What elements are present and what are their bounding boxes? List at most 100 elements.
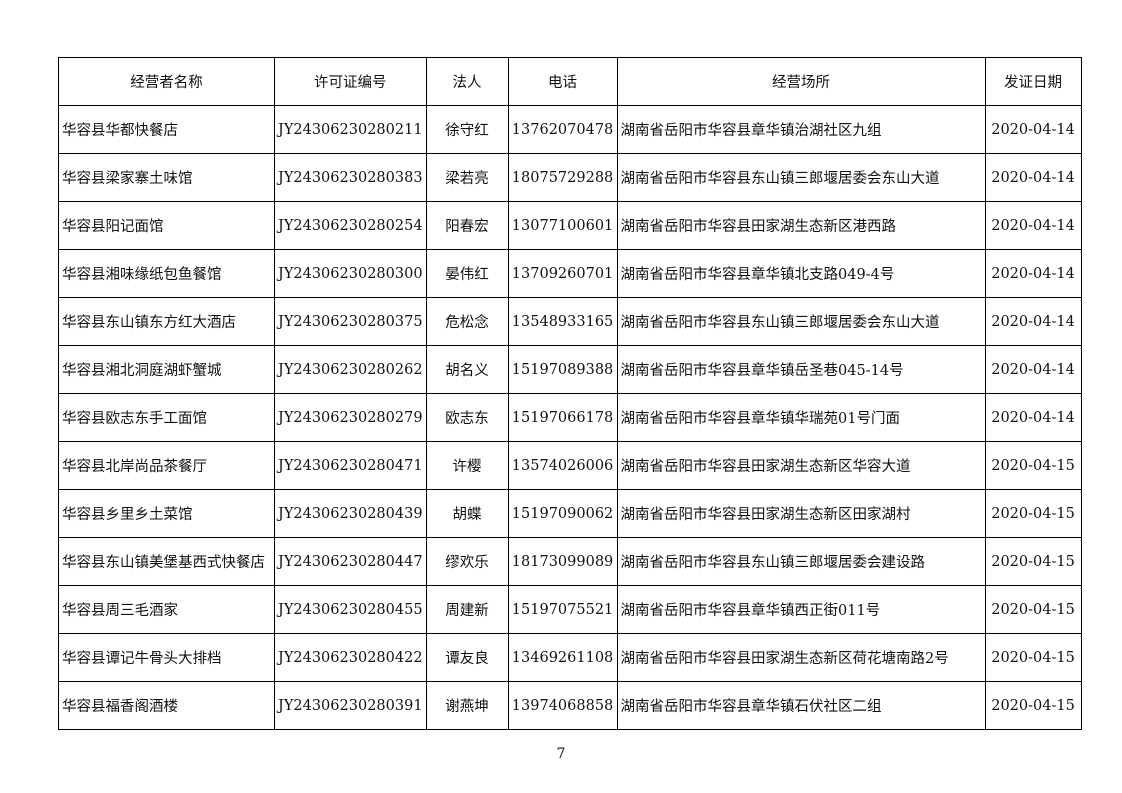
- table-cell: 华容县东山镇美堡基西式快餐店: [58, 537, 275, 586]
- table-row: 华容县谭记牛骨头大排档 JY24306230280422 谭友良 1346926110…: [58, 633, 1082, 682]
- table-cell: 15197090062: [507, 489, 618, 538]
- table-cell: JY24306230280262: [274, 345, 427, 394]
- table-cell: 湖南省岳阳市华容县章华镇岳圣巷045-14号: [616, 345, 986, 394]
- license-table: 经营者名称 许可证编号 法人 电话 经营场所 发证日期 华容县华都快餐店 JY2430623…: [58, 57, 1082, 730]
- table-cell: 湖南省岳阳市华容县章华镇石伏社区二组: [616, 681, 986, 730]
- table-cell: 2020-04-15: [984, 585, 1082, 634]
- table-cell: 华容县梁家寨土味馆: [58, 153, 275, 202]
- table-cell: JY24306230280455: [274, 585, 427, 634]
- table-row: 华容县福香阁酒楼 JY24306230280391 谢燕坤 13974068858 湖南…: [58, 681, 1082, 730]
- table-cell: 18075729288: [507, 153, 618, 202]
- table-cell: 湖南省岳阳市华容县田家湖生态新区田家湖村: [616, 489, 986, 538]
- table-cell: JY24306230280254: [274, 201, 427, 250]
- table-cell: 15197089388: [507, 345, 618, 394]
- table-cell: 湖南省岳阳市华容县田家湖生态新区港西路: [616, 201, 986, 250]
- table-cell: 2020-04-15: [984, 489, 1082, 538]
- table-cell: 梁若亮: [425, 153, 509, 202]
- table-cell: 2020-04-14: [984, 105, 1082, 154]
- table-cell: 18173099089: [507, 537, 618, 586]
- table-cell: 2020-04-15: [984, 633, 1082, 682]
- table-cell: 华容县华都快餐店: [58, 105, 275, 154]
- page-number: 7: [556, 746, 566, 762]
- table-cell: 2020-04-15: [984, 537, 1082, 586]
- table-cell: 湖南省岳阳市华容县田家湖生态新区荷花塘南路2号: [616, 633, 986, 682]
- table-cell: 华容县谭记牛骨头大排档: [58, 633, 275, 682]
- table-cell: 13077100601: [507, 201, 618, 250]
- header-cell: 电话: [507, 57, 618, 106]
- table-cell: 13762070478: [507, 105, 618, 154]
- table-cell: 湖南省岳阳市华容县章华镇华瑞苑01号门面: [616, 393, 986, 442]
- table-cell: 胡蝶: [425, 489, 509, 538]
- table-cell: 华容县湘味缘纸包鱼餐馆: [58, 249, 275, 298]
- header-cell: 经营场所: [616, 57, 986, 106]
- table-cell: 15197066178: [507, 393, 618, 442]
- table-cell: JY24306230280211: [274, 105, 427, 154]
- table-cell: 周建新: [425, 585, 509, 634]
- table-cell: 15197075521: [507, 585, 618, 634]
- table-cell: 华容县东山镇东方红大酒店: [58, 297, 275, 346]
- table-cell: 华容县周三毛酒家: [58, 585, 275, 634]
- table-cell: 华容县阳记面馆: [58, 201, 275, 250]
- table-cell: 晏伟红: [425, 249, 509, 298]
- table-cell: 2020-04-14: [984, 393, 1082, 442]
- table-cell: 许樱: [425, 441, 509, 490]
- table-cell: JY24306230280447: [274, 537, 427, 586]
- table-cell: JY24306230280422: [274, 633, 427, 682]
- table-cell: 湖南省岳阳市华容县东山镇三郎堰居委会东山大道: [616, 297, 986, 346]
- table-cell: 2020-04-15: [984, 441, 1082, 490]
- table-cell: 2020-04-14: [984, 249, 1082, 298]
- table-cell: 缪欢乐: [425, 537, 509, 586]
- table-cell: JY24306230280439: [274, 489, 427, 538]
- table-cell: JY24306230280391: [274, 681, 427, 730]
- table-cell: 2020-04-14: [984, 201, 1082, 250]
- table-cell: 13574026006: [507, 441, 618, 490]
- table-row: 华容县欧志东手工面馆 JY24306230280279 欧志东 15197066178…: [58, 393, 1082, 442]
- table-cell: 危松念: [425, 297, 509, 346]
- table-cell: 华容县北岸尚品茶餐厅: [58, 441, 275, 490]
- header-cell: 经营者名称: [58, 57, 275, 106]
- table-cell: 华容县湘北洞庭湖虾蟹城: [58, 345, 275, 394]
- table-cell: 湖南省岳阳市华容县章华镇北支路049-4号: [616, 249, 986, 298]
- header-cell: 发证日期: [984, 57, 1082, 106]
- table-row: 华容县乡里乡土菜馆 JY24306230280439 胡蝶 15197090062 湖南…: [58, 489, 1082, 538]
- table-cell: 谭友良: [425, 633, 509, 682]
- table-cell: 2020-04-14: [984, 297, 1082, 346]
- table-row: 华容县周三毛酒家 JY24306230280455 周建新 15197075521 湖南…: [58, 585, 1082, 634]
- table-cell: 谢燕坤: [425, 681, 509, 730]
- table-cell: 阳春宏: [425, 201, 509, 250]
- header-cell: 许可证编号: [274, 57, 427, 106]
- table-cell: 华容县欧志东手工面馆: [58, 393, 275, 442]
- table-cell: 13469261108: [507, 633, 618, 682]
- table-cell: 湖南省岳阳市华容县章华镇西正街011号: [616, 585, 986, 634]
- header-row: 经营者名称 许可证编号 法人 电话 经营场所 发证日期: [58, 57, 1082, 106]
- table-cell: 13974068858: [507, 681, 618, 730]
- table-body: 华容县华都快餐店 JY24306230280211 徐守红 13762070478 湖南…: [58, 105, 1082, 730]
- table-cell: 13548933165: [507, 297, 618, 346]
- table-cell: JY24306230280375: [274, 297, 427, 346]
- table-cell: 胡名义: [425, 345, 509, 394]
- table-cell: 13709260701: [507, 249, 618, 298]
- header-cell: 法人: [425, 57, 509, 106]
- table-cell: 2020-04-14: [984, 153, 1082, 202]
- table-cell: 湖南省岳阳市华容县田家湖生态新区华容大道: [616, 441, 986, 490]
- table-cell: 徐守红: [425, 105, 509, 154]
- table-cell: 2020-04-14: [984, 345, 1082, 394]
- table-row: 华容县华都快餐店 JY24306230280211 徐守红 13762070478 湖南…: [58, 105, 1082, 154]
- table-cell: 湖南省岳阳市华容县东山镇三郎堰居委会东山大道: [616, 153, 986, 202]
- table-cell: JY24306230280300: [274, 249, 427, 298]
- table-cell: 2020-04-15: [984, 681, 1082, 730]
- table-row: 华容县东山镇东方红大酒店 JY24306230280375 危松念 135489331…: [58, 297, 1082, 346]
- table-cell: JY24306230280383: [274, 153, 427, 202]
- table-cell: 欧志东: [425, 393, 509, 442]
- table-cell: JY24306230280279: [274, 393, 427, 442]
- table-row: 华容县湘味缘纸包鱼餐馆 JY24306230280300 晏伟红 1370926070…: [58, 249, 1082, 298]
- table-cell: 华容县乡里乡土菜馆: [58, 489, 275, 538]
- table-cell: 湖南省岳阳市华容县章华镇治湖社区九组: [616, 105, 986, 154]
- table-row: 华容县梁家寨土味馆 JY24306230280383 梁若亮 18075729288 湖…: [58, 153, 1082, 202]
- table-row: 华容县东山镇美堡基西式快餐店 JY24306230280447 缪欢乐 1817309…: [58, 537, 1082, 586]
- table-row: 华容县湘北洞庭湖虾蟹城 JY24306230280262 胡名义 1519708938…: [58, 345, 1082, 394]
- table-cell: 华容县福香阁酒楼: [58, 681, 275, 730]
- table-row: 华容县阳记面馆 JY24306230280254 阳春宏 13077100601 湖南省…: [58, 201, 1082, 250]
- table-cell: 湖南省岳阳市华容县东山镇三郎堰居委会建设路: [616, 537, 986, 586]
